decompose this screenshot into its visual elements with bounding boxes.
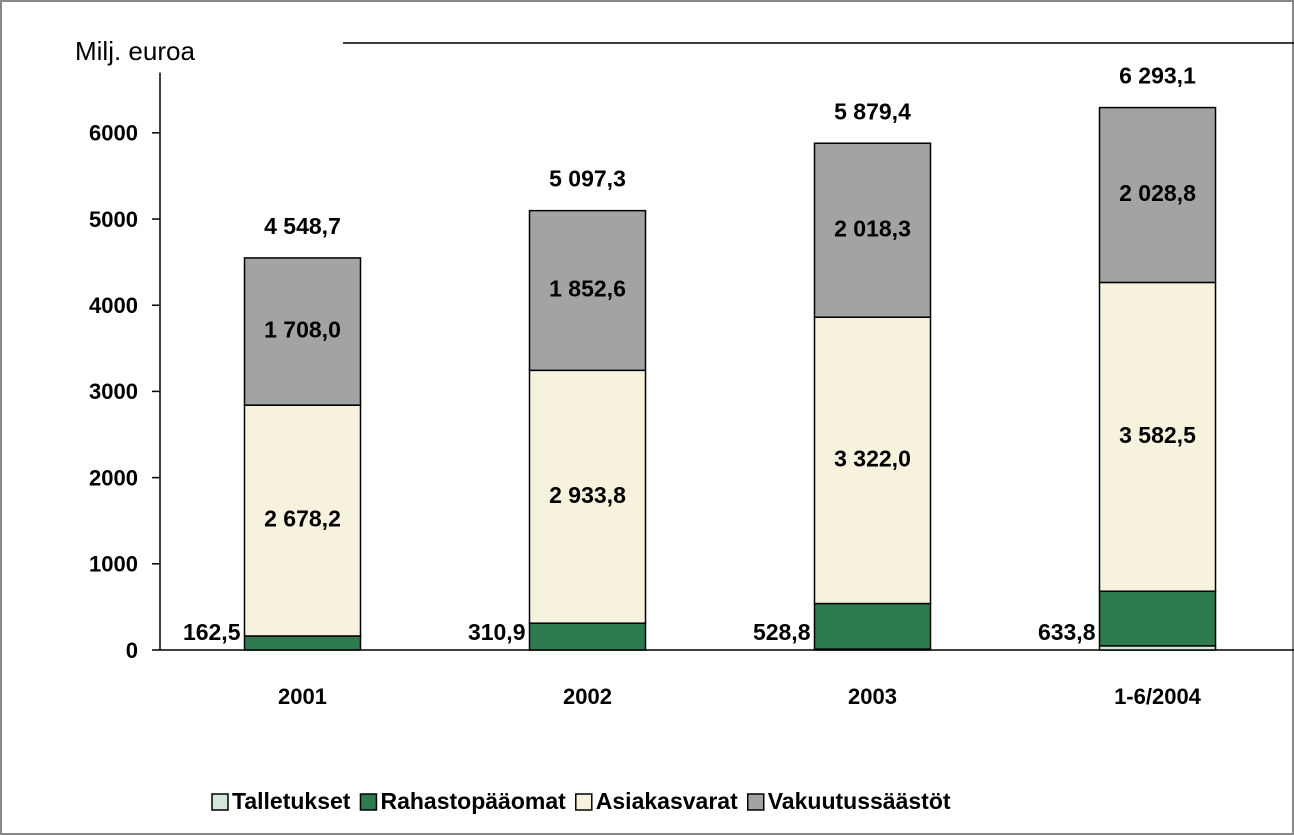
total-label: 4 548,7: [264, 213, 341, 239]
y-tick-label: 1000: [89, 552, 138, 577]
y-tick-label: 4000: [89, 293, 138, 318]
value-label: 528,8: [753, 619, 811, 645]
legend-swatch: [746, 793, 765, 811]
legend-swatch: [211, 793, 229, 811]
y-tick-label: 3000: [89, 379, 138, 404]
bar-segment: [243, 635, 362, 651]
total-label: 6 293,1: [1119, 63, 1196, 89]
value-label: 2 018,3: [834, 215, 911, 241]
legend-label: Talletukset: [232, 788, 351, 814]
legend-label: Rahastopääomat: [380, 788, 566, 814]
value-label: 310,9: [468, 619, 526, 645]
total-label: 5 097,3: [549, 166, 626, 192]
bar-segment: [528, 209, 647, 372]
value-label: 1 852,6: [549, 276, 626, 302]
legend-swatch: [359, 793, 378, 811]
x-tick-label: 2003: [848, 684, 897, 709]
value-label: 2 678,2: [264, 506, 341, 532]
total-label: 5 879,4: [834, 98, 911, 124]
bar-segment: [1098, 106, 1217, 284]
x-tick-label: 2002: [563, 684, 612, 709]
value-label: 633,8: [1038, 619, 1096, 645]
bar-segment: [1098, 590, 1217, 647]
y-tick-label: 5000: [89, 207, 138, 232]
bar-segment: [813, 602, 932, 650]
y-axis-label: Milj. euroa: [75, 36, 195, 66]
bar-segment: [813, 142, 932, 318]
value-label: 2 028,8: [1119, 180, 1196, 206]
y-tick-label: 0: [126, 638, 138, 663]
value-label: 3 322,0: [834, 445, 911, 471]
legend-label: Asiakasvarat: [596, 788, 738, 814]
bar-segment: [528, 369, 647, 624]
value-label: 1 708,0: [264, 317, 341, 343]
legend-swatch: [575, 793, 593, 811]
value-label: 162,5: [183, 619, 241, 645]
value-label: 3 582,5: [1119, 422, 1196, 448]
value-label: 2 933,8: [549, 482, 626, 508]
y-tick-label: 6000: [89, 121, 138, 146]
bar-segment: [813, 316, 932, 605]
bar-segment: [243, 257, 362, 406]
legend-label: Vakuutussäästöt: [768, 788, 951, 814]
bar-segment: [1098, 281, 1217, 592]
bar-segment: [528, 622, 647, 651]
x-tick-label: 1-6/2004: [1114, 684, 1202, 709]
x-tick-label: 2001: [278, 684, 327, 709]
bar-segment: [243, 404, 362, 637]
y-tick-label: 2000: [89, 465, 138, 490]
